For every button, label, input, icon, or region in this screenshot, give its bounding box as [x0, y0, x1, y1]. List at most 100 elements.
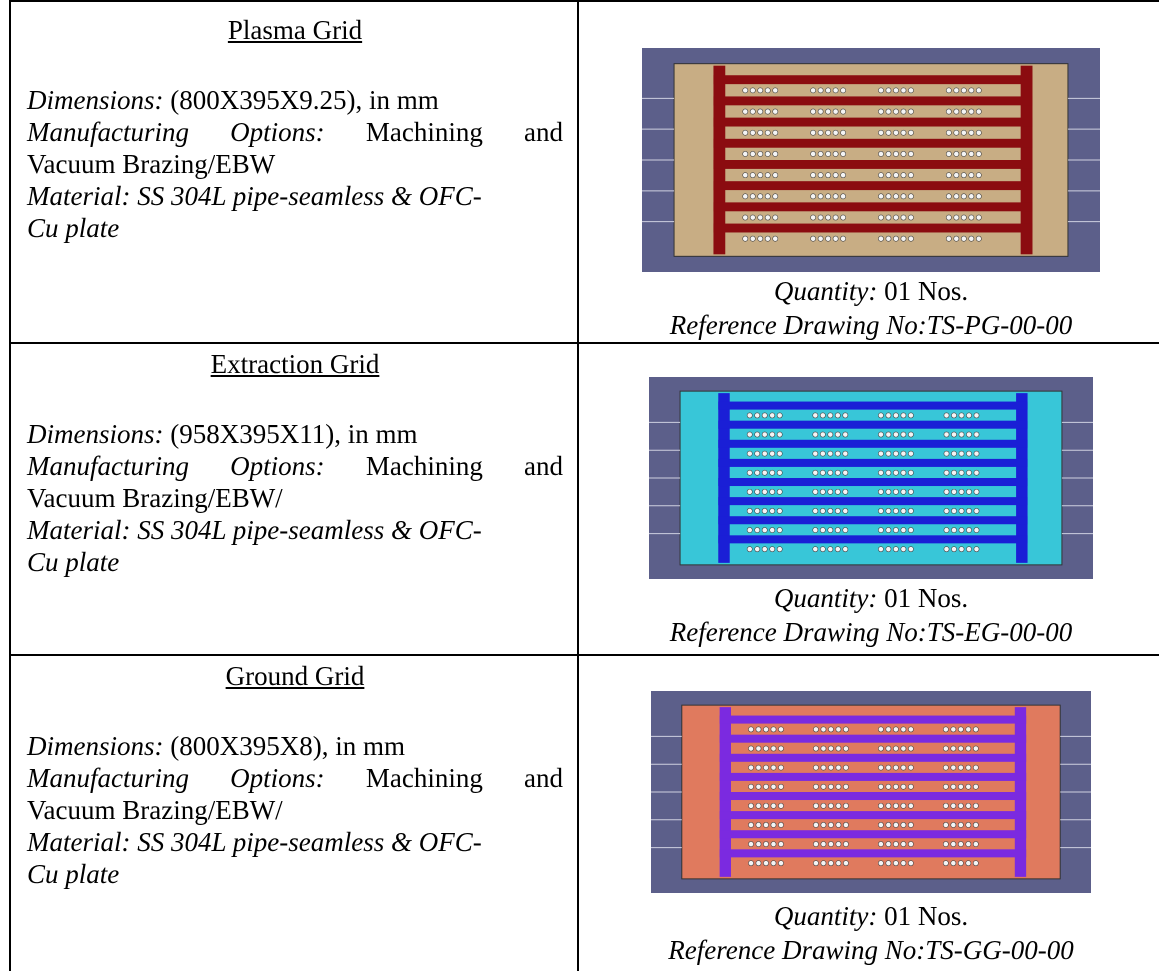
- aperture: [834, 546, 841, 553]
- aperture: [900, 87, 907, 94]
- aperture: [900, 214, 907, 221]
- aperture: [840, 151, 847, 157]
- aperture: [893, 108, 899, 115]
- aperture: [950, 764, 957, 771]
- aperture: [960, 193, 967, 200]
- aperture: [892, 822, 899, 828]
- cooling-channel: [713, 117, 1033, 127]
- aperture: [892, 860, 899, 867]
- aperture: [764, 87, 771, 94]
- aperture: [975, 108, 982, 115]
- aperture: [835, 745, 842, 752]
- aperture: [832, 108, 839, 115]
- aperture: [942, 841, 949, 847]
- aperture: [878, 193, 884, 200]
- dimensions-line: Dimensions: (800X395X9.25), in mm: [27, 84, 563, 116]
- aperture: [842, 431, 849, 438]
- aperture: [885, 412, 892, 419]
- aperture: [825, 108, 832, 115]
- aperture: [742, 235, 749, 242]
- aperture: [828, 726, 834, 733]
- aperture: [843, 802, 849, 809]
- aperture: [945, 214, 952, 221]
- aperture: [951, 488, 957, 495]
- aperture: [893, 488, 899, 495]
- aperture: [893, 129, 899, 136]
- aperture: [834, 488, 841, 495]
- cooling-channel: [713, 181, 1033, 191]
- aperture: [755, 822, 762, 828]
- aperture: [900, 431, 907, 438]
- aperture: [907, 822, 914, 828]
- aperture: [772, 151, 779, 157]
- aperture: [764, 108, 771, 115]
- aperture: [754, 469, 761, 476]
- aperture: [908, 172, 914, 179]
- aperture: [885, 172, 892, 179]
- aperture: [908, 129, 914, 136]
- aperture: [885, 193, 892, 200]
- dimensions-line: Dimensions: (958X395X11), in mm: [27, 418, 563, 450]
- aperture: [827, 488, 834, 495]
- manufacturing-label: Manufacturing Options:: [27, 763, 325, 793]
- aperture: [893, 508, 899, 514]
- aperture: [742, 151, 749, 157]
- aperture: [749, 172, 756, 179]
- plasma-grid-image: [642, 48, 1100, 272]
- aperture: [749, 235, 756, 242]
- aperture: [908, 527, 914, 533]
- aperture: [945, 193, 952, 200]
- aperture: [900, 488, 907, 495]
- aperture: [953, 129, 960, 136]
- aperture: [885, 235, 892, 242]
- aperture: [943, 508, 950, 514]
- aperture: [748, 822, 754, 828]
- quantity-line: Quantity: 01 Nos.: [579, 581, 1159, 615]
- aperture: [772, 172, 779, 179]
- aperture: [828, 764, 834, 771]
- aperture: [900, 841, 907, 847]
- aperture: [748, 783, 754, 790]
- aperture: [832, 214, 839, 221]
- aperture: [968, 129, 975, 136]
- aperture: [893, 412, 899, 419]
- aperture: [840, 172, 847, 179]
- aperture: [965, 764, 972, 771]
- grid-specification-table: Plasma Grid Dimensions: (800X395X9.25), …: [9, 0, 1159, 971]
- aperture: [878, 527, 884, 533]
- aperture: [772, 193, 779, 200]
- aperture: [820, 802, 827, 809]
- aperture: [842, 412, 849, 419]
- aperture: [900, 783, 907, 790]
- aperture: [900, 527, 907, 533]
- aperture: [973, 508, 980, 514]
- aperture: [778, 745, 784, 752]
- aperture: [742, 214, 749, 221]
- quantity-value: 01 Nos.: [877, 583, 969, 613]
- aperture: [973, 412, 980, 419]
- aperture: [769, 431, 776, 438]
- aperture: [908, 108, 914, 115]
- aperture: [778, 783, 784, 790]
- aperture: [950, 783, 957, 790]
- manufacturing-value: Machining and: [324, 451, 563, 481]
- aperture: [943, 488, 950, 495]
- aperture: [900, 802, 907, 809]
- table-row: Extraction Grid Dimensions: (958X395X11)…: [9, 342, 1159, 656]
- aperture: [810, 108, 817, 115]
- aperture: [812, 450, 819, 457]
- aperture: [748, 745, 754, 752]
- aperture: [950, 745, 957, 752]
- aperture: [842, 488, 849, 495]
- aperture: [965, 745, 972, 752]
- aperture: [878, 450, 884, 457]
- aperture: [953, 108, 960, 115]
- aperture: [965, 822, 972, 828]
- aperture: [832, 87, 839, 94]
- aperture: [966, 508, 972, 514]
- aperture: [835, 822, 842, 828]
- aperture: [778, 726, 784, 733]
- aperture: [973, 527, 980, 533]
- aperture: [763, 841, 769, 847]
- aperture: [834, 527, 841, 533]
